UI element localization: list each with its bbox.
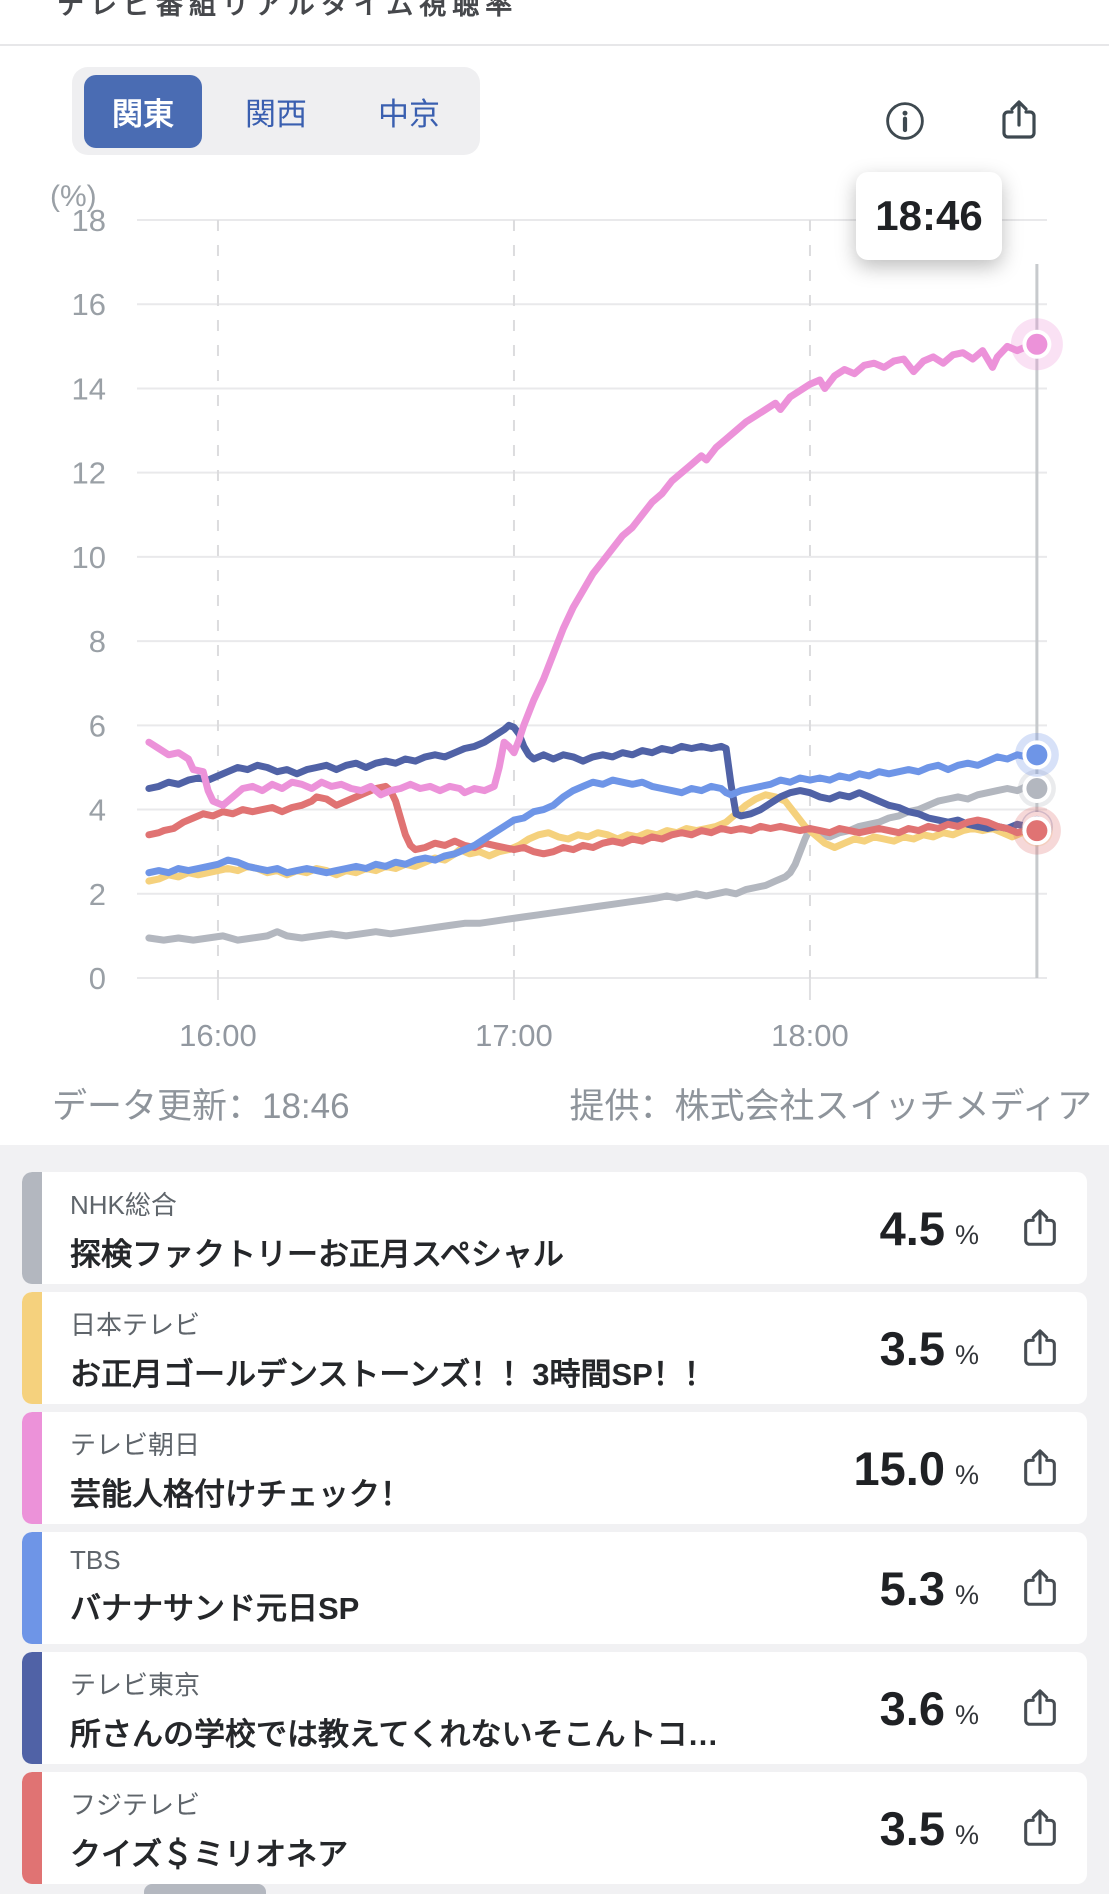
y-axis-label-8: 8 (89, 624, 106, 659)
program-row-1[interactable]: 日本テレビ お正月ゴールデンストーンズ！！3時間SP！！ 3.5 % (22, 1292, 1087, 1404)
rating-value: 15.0 (853, 1441, 945, 1495)
clipped-page-title: テレビ番組リアルタイム視聴率 (57, 0, 519, 20)
tab-region-1[interactable]: 関西 (245, 96, 307, 132)
channel-color-bar (22, 1652, 42, 1764)
y-axis-unit-label: (%) (50, 180, 97, 213)
row-share-button[interactable] (1019, 1327, 1061, 1369)
channel-name: テレビ東京 (70, 1670, 201, 1700)
rating-unit: % (954, 1579, 979, 1610)
program-title: 所さんの学校では教えてくれないそこんトコ… (70, 1717, 719, 1752)
program-title: 芸能人格付けチェック！ (70, 1477, 411, 1512)
program-row-5[interactable]: フジテレビ クイズ＄ミリオネア 3.5 % (22, 1772, 1087, 1884)
series-line-テレビ朝日 (145, 340, 1041, 809)
data-update-text: データ更新：18:46 (52, 1087, 350, 1126)
channel-name: フジテレビ (70, 1790, 201, 1820)
row-share-button[interactable] (1019, 1207, 1061, 1249)
rating-value: 4.5 (879, 1201, 945, 1255)
share-icon (1024, 1809, 1056, 1846)
share-icon (1024, 1209, 1056, 1246)
channel-name: TBS (70, 1545, 121, 1575)
channel-color-bar (22, 1532, 42, 1644)
x-axis-label-18:00: 18:00 (771, 1018, 849, 1053)
channel-name: テレビ朝日 (70, 1430, 201, 1460)
rating-value: 3.6 (879, 1681, 945, 1735)
row-share-button[interactable] (1019, 1687, 1061, 1729)
program-title: バナナサンド元日SP (70, 1591, 360, 1626)
rating-unit: % (954, 1819, 979, 1850)
series-line-TBS (145, 751, 1041, 877)
y-axis-label-12: 12 (72, 456, 106, 491)
rating-unit: % (954, 1699, 979, 1730)
time-tooltip-label: 18:46 (875, 192, 983, 239)
program-title: 探検ファクトリーお正月スペシャル (70, 1237, 564, 1272)
time-tooltip: 18:46 (856, 172, 1002, 260)
series-endpoint-NHK総合 (1026, 778, 1048, 800)
series-endpoint-TBS (1026, 744, 1048, 766)
channel-name: 日本テレビ (70, 1310, 201, 1340)
info-button[interactable] (884, 100, 926, 142)
x-axis-label-16:00: 16:00 (179, 1018, 257, 1053)
y-axis-label-0: 0 (89, 961, 106, 996)
row-share-button[interactable] (1019, 1567, 1061, 1609)
share-icon (1024, 1449, 1056, 1486)
channel-name: NHK総合 (70, 1190, 177, 1220)
program-row-0[interactable]: NHK総合 探検ファクトリーお正月スペシャル 4.5 % (22, 1172, 1087, 1284)
channel-color-bar (22, 1772, 42, 1884)
share-button[interactable] (997, 98, 1041, 142)
provider-text: 提供：株式会社スイッチメディア (569, 1087, 1092, 1126)
series-endpoint-フジテレビ (1026, 820, 1048, 842)
info-icon (886, 102, 924, 140)
y-axis-label-2: 2 (89, 877, 106, 912)
y-axis-label-14: 14 (72, 371, 106, 406)
tab-region-2[interactable]: 中京 (378, 96, 440, 132)
series-line-テレビ東京 (145, 721, 1041, 832)
rating-value: 3.5 (879, 1801, 945, 1855)
share-icon (1024, 1689, 1056, 1726)
channel-color-bar (22, 1172, 42, 1284)
series-line-フジテレビ (145, 782, 1041, 858)
x-axis-label-17:00: 17:00 (475, 1018, 553, 1053)
share-icon (1002, 100, 1036, 139)
channel-color-bar (22, 1292, 42, 1404)
y-axis-label-18: 18 (72, 203, 106, 238)
share-icon (1024, 1329, 1056, 1366)
next-row-partial (144, 1884, 266, 1894)
row-share-button[interactable] (1019, 1807, 1061, 1849)
channel-color-bar (22, 1412, 42, 1524)
program-row-4[interactable]: テレビ東京 所さんの学校では教えてくれないそこんトコ… 3.6 % (22, 1652, 1087, 1764)
rating-unit: % (954, 1339, 979, 1370)
tab-region-0[interactable]: 関東 (84, 74, 202, 148)
program-row-3[interactable]: TBS バナナサンド元日SP 5.3 % (22, 1532, 1087, 1644)
rating-unit: % (954, 1219, 979, 1250)
header-divider (0, 44, 1109, 46)
y-axis-label-4: 4 (89, 793, 106, 828)
y-axis-label-10: 10 (72, 540, 106, 575)
program-title: お正月ゴールデンストーンズ！！3時間SP！！ (70, 1357, 715, 1392)
region-tab-bar: 関東 関西 中京 (72, 67, 480, 155)
ratings-line-chart[interactable]: 0 2 4 6 8 10 12 14 16 18 16:00 17:00 18:00 (0, 0, 1109, 1080)
rating-value: 3.5 (879, 1321, 945, 1375)
program-title: クイズ＄ミリオネア (70, 1837, 349, 1872)
y-axis-label-6: 6 (89, 708, 106, 743)
series-endpoint-テレビ朝日 (1026, 333, 1048, 355)
share-icon (1024, 1569, 1056, 1606)
rating-unit: % (954, 1459, 979, 1490)
y-axis-label-16: 16 (72, 287, 106, 322)
row-share-button[interactable] (1019, 1447, 1061, 1489)
rating-value: 5.3 (879, 1561, 945, 1615)
program-row-2[interactable]: テレビ朝日 芸能人格付けチェック！ 15.0 % (22, 1412, 1087, 1524)
